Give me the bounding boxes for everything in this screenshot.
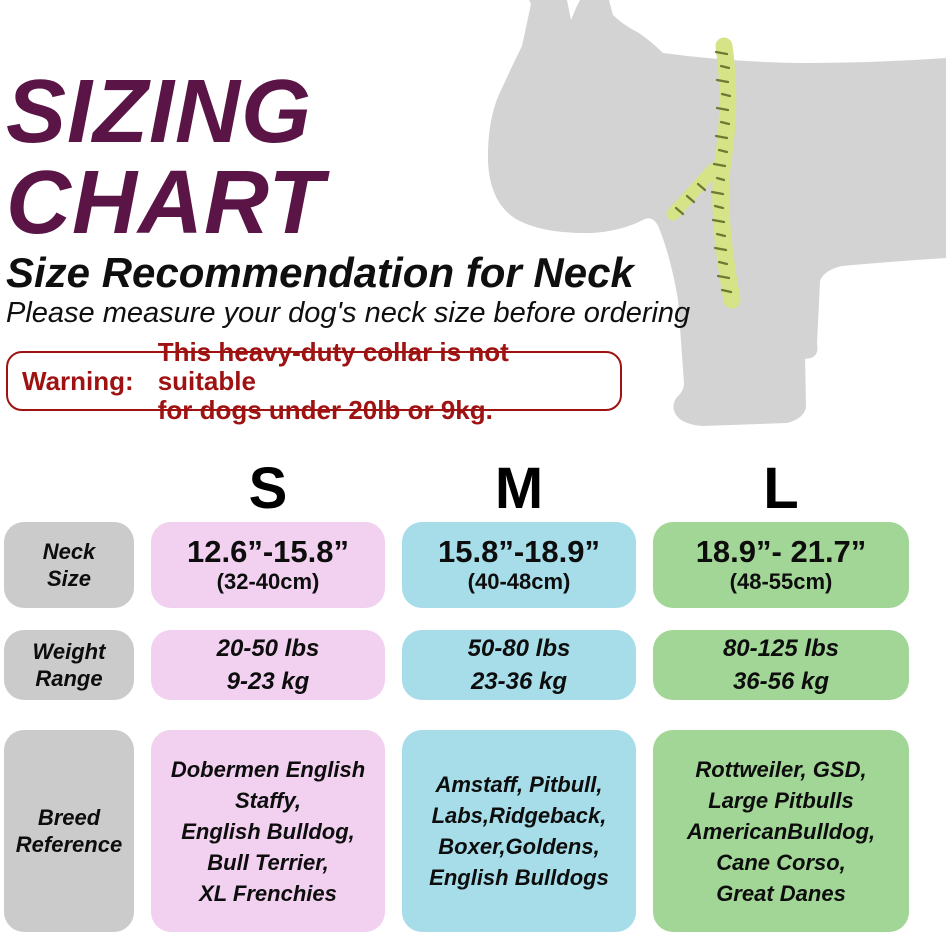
neck-size-m-cm: (40-48cm): [467, 569, 571, 594]
neck-size-l-cell: 18.9”- 21.7” (48-55cm): [653, 522, 909, 608]
row-label-weight-range: Weight Range: [4, 630, 134, 700]
header-spacer: [4, 455, 134, 522]
row-label-breed-reference: Breed Reference: [4, 730, 134, 932]
neck-size-m-inches: 15.8”-18.9”: [438, 534, 600, 569]
neck-size-row: Neck Size 12.6”-15.8” (32-40cm) 15.8”-18…: [4, 522, 944, 608]
neck-size-m-cell: 15.8”-18.9” (40-48cm): [402, 522, 636, 608]
breed-reference-m-cell: Amstaff, Pitbull, Labs,Ridgeback, Boxer,…: [402, 730, 636, 932]
column-header-m: M: [494, 456, 544, 521]
column-header-l: L: [763, 456, 799, 521]
breed-reference-l-cell: Rottweiler, GSD, Large Pitbulls American…: [653, 730, 909, 932]
column-header-s: S: [248, 456, 288, 521]
weight-range-m-cell: 50-80 lbs 23-36 kg: [402, 630, 636, 700]
breed-reference-m-value: Amstaff, Pitbull, Labs,Ridgeback, Boxer,…: [429, 772, 609, 890]
weight-range-l-value: 80-125 lbs 36-56 kg: [722, 635, 840, 695]
measuring-tape-branch: [666, 163, 720, 221]
warning-text: This heavy-duty collar is not suitable f…: [157, 336, 509, 425]
tagline: Please measure your dog's neck size befo…: [6, 297, 691, 329]
page-title: SIZING CHART: [6, 62, 325, 253]
size-table-header-row: S M L: [4, 455, 944, 521]
breed-reference-l-value: Rottweiler, GSD, Large Pitbulls American…: [686, 756, 876, 906]
breed-reference-row: Breed Reference Dobermen English Staffy,…: [4, 730, 944, 932]
measuring-tape: [712, 37, 741, 309]
warning-label: Warning:: [22, 365, 134, 396]
warning-box: Warning: This heavy-duty collar is not s…: [6, 337, 622, 424]
neck-size-s-cell: 12.6”-15.8” (32-40cm): [151, 522, 385, 608]
weight-range-l-cell: 80-125 lbs 36-56 kg: [653, 630, 909, 700]
breed-reference-s-value: Dobermen English Staffy, English Bulldog…: [170, 756, 366, 906]
subtitle: Size Recommendation for Neck: [6, 249, 634, 296]
neck-size-l-inches: 18.9”- 21.7”: [695, 534, 867, 569]
measuring-tape-ticks: [674, 50, 733, 294]
weight-range-m-value: 50-80 lbs 23-36 kg: [467, 635, 571, 695]
neck-size-s-inches: 12.6”-15.8”: [187, 534, 349, 569]
dog-silhouette-illustration: [487, 0, 946, 426]
neck-size-s-cm: (32-40cm): [216, 569, 320, 594]
weight-range-s-cell: 20-50 lbs 9-23 kg: [151, 630, 385, 700]
weight-range-s-value: 20-50 lbs 9-23 kg: [216, 635, 320, 695]
row-label-neck-size: Neck Size: [4, 522, 134, 608]
neck-size-l-cm: (48-55cm): [729, 569, 833, 594]
breed-reference-s-cell: Dobermen English Staffy, English Bulldog…: [151, 730, 385, 932]
weight-range-row: Weight Range 20-50 lbs 9-23 kg 50-80 lbs…: [4, 630, 944, 700]
